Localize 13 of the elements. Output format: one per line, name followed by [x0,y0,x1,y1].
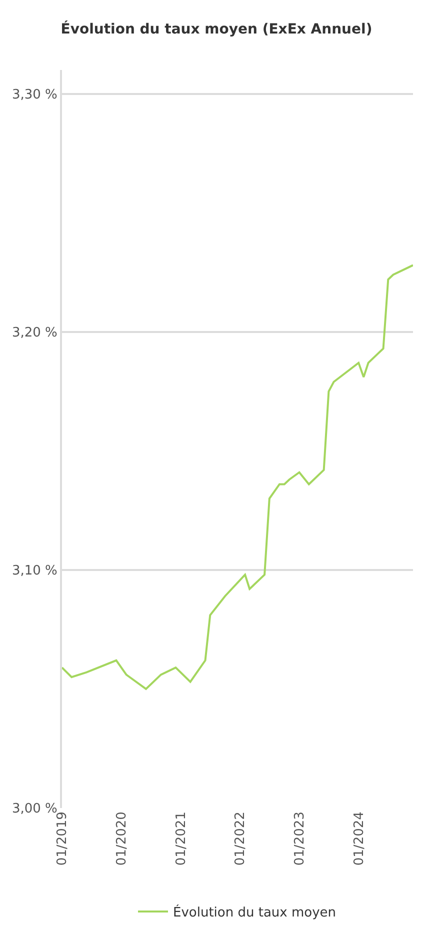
x-tick-label: 01/2023 [292,812,308,866]
legend-label: Évolution du taux moyen [173,904,336,921]
y-tick-label: 3,20 % [12,325,58,340]
y-tick-label: 3,10 % [12,563,58,578]
y-tick-label: 3,30 % [12,87,58,102]
x-tick-label: 01/2024 [352,812,367,866]
chart-title: Évolution du taux moyen (ExEx Annuel) [60,20,372,38]
line-series [62,264,413,690]
x-tick-label: 01/2020 [114,812,130,866]
y-tick-label: 3,00 % [12,802,58,817]
x-tick-label: 01/2019 [55,812,70,866]
x-tick-label: 01/2021 [174,812,189,866]
x-tick-label: 01/2022 [233,812,248,866]
